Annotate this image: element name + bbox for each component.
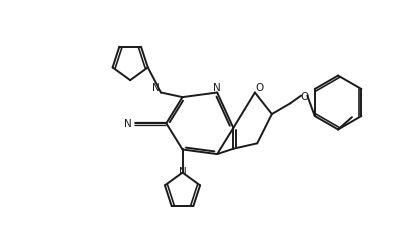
Text: N: N xyxy=(124,119,132,129)
Text: N: N xyxy=(214,82,221,92)
Text: O: O xyxy=(256,82,264,92)
Text: N: N xyxy=(153,82,160,92)
Text: O: O xyxy=(300,91,308,101)
Text: N: N xyxy=(178,166,186,176)
